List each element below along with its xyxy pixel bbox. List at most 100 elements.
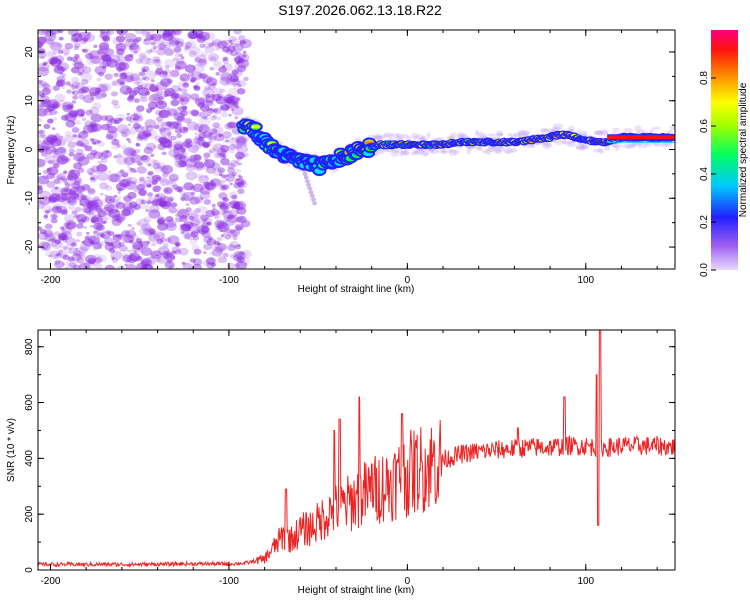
noise-blob [230,38,242,47]
noise-blob [38,45,41,49]
noise-blob [199,190,211,200]
track-spur [307,186,313,191]
noise-blob [157,214,164,220]
noise-blob [47,196,58,204]
track-halo [575,143,585,151]
track-halo [447,135,453,139]
noise-blob [193,196,204,204]
noise-blob [202,260,211,266]
noise-blob [89,55,101,65]
noise-blob [235,260,248,269]
track-halo [651,126,661,130]
noise-blob [179,224,184,228]
noise-blob [166,144,173,149]
noise-blob [109,173,121,183]
noise-blob [164,189,169,193]
noise-blob [220,104,230,112]
noise-blob [61,47,71,55]
noise-blob [221,149,227,154]
track-halo [595,130,604,135]
noise-blob [181,56,185,59]
noise-blob [166,197,174,203]
noise-blob [129,249,136,254]
noise-blob [146,200,152,205]
noise-blob [167,132,173,136]
noise-blob [65,183,71,188]
noise-blob [79,243,91,252]
noise-blob [212,126,224,135]
noise-blob [189,218,201,227]
noise-blob [129,73,140,82]
spectrogram-content [38,30,675,269]
noise-blob [38,90,42,94]
noise-blob [56,155,68,165]
noise-blob [193,63,205,73]
noise-blob [150,79,155,82]
noise-blob [126,164,130,168]
noise-blob [130,167,136,172]
noise-blob [234,160,239,164]
noise-blob [119,72,128,80]
noise-blob [152,185,161,193]
track-halo [496,130,503,138]
noise-blob [183,106,188,110]
noise-blob [216,236,223,242]
noise-blob [105,241,109,244]
noise-blob [237,244,241,247]
noise-blob [94,87,102,93]
noise-blob [238,162,242,166]
noise-blob [51,148,58,153]
noise-blob [243,76,249,81]
track-halo [566,141,576,148]
track-halo [378,148,384,152]
noise-blob [58,233,67,241]
noise-blob [134,30,145,35]
noise-blob [84,206,94,215]
noise-blob [124,130,129,134]
noise-blob [101,220,106,225]
noise-blob [122,254,133,263]
noise-blob [118,117,124,122]
noise-blob [168,264,175,269]
noise-blob [234,263,240,269]
noise-blob [98,42,110,51]
track-halo [542,143,551,150]
noise-blob [180,214,188,220]
noise-blob [163,30,175,36]
noise-blob [161,164,174,175]
noise-blob [164,74,172,80]
noise-blob [92,141,97,145]
noise-blob [223,217,230,223]
noise-blob [145,129,158,139]
noise-blob [174,40,180,45]
noise-blob [169,39,180,48]
noise-blob [164,59,176,68]
track-halo [466,149,472,154]
track-halo [495,147,501,154]
noise-blob [42,170,49,174]
noise-blob [236,207,247,215]
noise-blob [38,140,43,147]
noise-blob [136,166,147,174]
noise-blob [56,79,66,87]
noise-blob [42,136,54,146]
noise-blob [57,146,66,154]
track-halo [658,143,669,148]
noise-blob [141,258,152,267]
noise-blob [134,148,141,154]
noise-blob [111,256,115,260]
noise-blob [65,82,71,87]
noise-blob [219,229,224,233]
noise-blob [111,138,120,146]
noise-blob [85,110,94,117]
noise-blob [133,123,141,130]
track-halo [415,148,425,154]
noise-blob [150,153,155,157]
noise-blob [141,68,147,73]
noise-blob [129,240,134,244]
noise-blob [230,233,236,239]
track-halo [552,123,563,130]
noise-blob [83,85,95,95]
noise-blob [171,121,182,129]
